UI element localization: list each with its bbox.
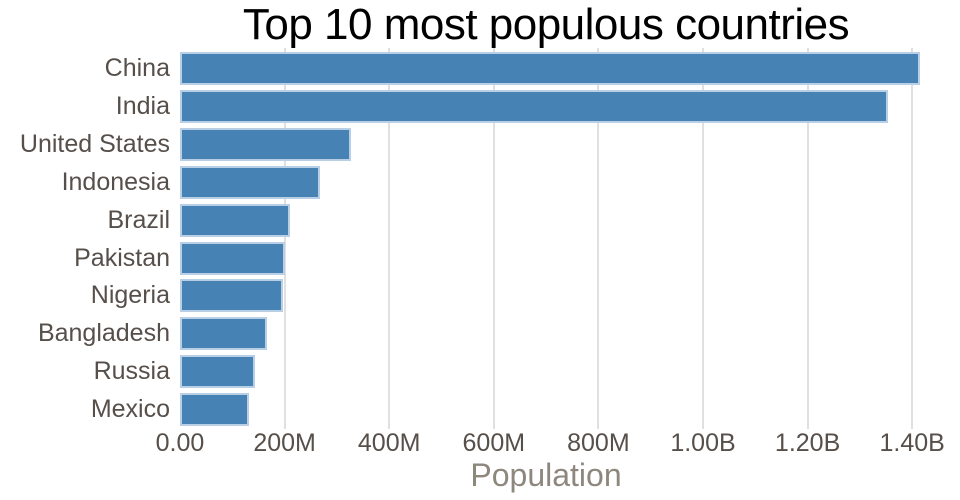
bar-brazil [180, 203, 291, 237]
y-label-india: India [115, 91, 170, 120]
x-tick-label-1-20b: 1.20B [774, 429, 841, 457]
gridline-800m [597, 48, 600, 429]
x-tick-label-600m: 600M [462, 429, 526, 457]
y-label-mexico: Mexico [90, 395, 170, 424]
y-label-united-states: United States [19, 129, 170, 158]
bar-indonesia [180, 165, 320, 199]
y-label-china: China [104, 54, 170, 82]
bar-china [180, 52, 920, 85]
x-tick-label-200m: 200M [253, 429, 316, 457]
y-label-bangladesh: Bangladesh [37, 319, 170, 348]
x-tick-label-0-00: 0.00 [155, 429, 205, 457]
gridline-1-20b [806, 48, 809, 429]
gridline-1-40b [911, 48, 914, 429]
x-tick-label-1-40b: 1.40B [879, 429, 945, 457]
x-tick-label-1-00b: 1.00B [670, 429, 736, 457]
chart-title: Top 10 most populous countries [242, 0, 850, 49]
gridline-1-00b [702, 48, 704, 429]
bar-india [180, 89, 889, 123]
bar-mexico [180, 393, 249, 427]
x-tick-label-800m: 800M [567, 429, 630, 457]
gridline-600m [492, 48, 495, 429]
bar-pakistan [180, 241, 286, 275]
x-axis-title: Population [470, 457, 622, 493]
y-label-nigeria: Nigeria [90, 281, 170, 310]
y-label-indonesia: Indonesia [61, 167, 170, 196]
x-tick-label-400m: 400M [357, 429, 421, 457]
bar-nigeria [180, 279, 283, 313]
bar-united-states [180, 127, 351, 161]
gridline-400m [388, 48, 391, 429]
y-label-pakistan: Pakistan [74, 243, 170, 272]
y-label-brazil: Brazil [107, 205, 170, 234]
bar-bangladesh [180, 317, 267, 351]
gridline-200m [283, 48, 286, 429]
y-label-russia: Russia [93, 357, 170, 386]
bar-russia [180, 355, 256, 389]
